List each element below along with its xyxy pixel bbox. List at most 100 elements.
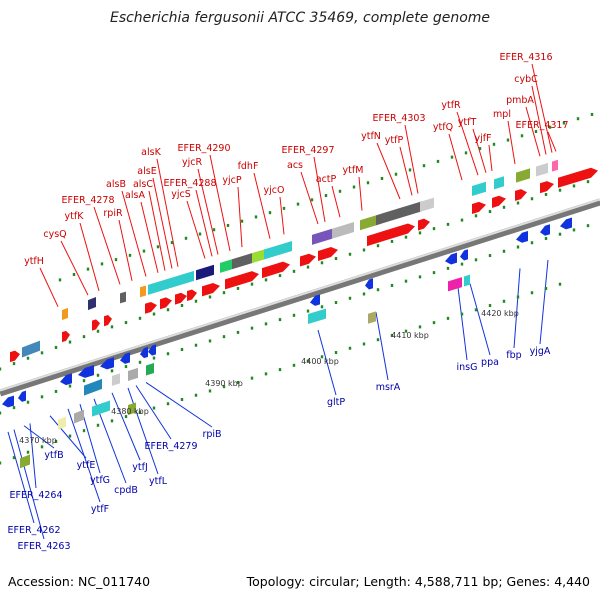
tick-mark — [544, 192, 548, 196]
label-connector — [156, 158, 179, 267]
label-connector — [197, 168, 219, 255]
forward-gene-arrow — [318, 247, 338, 262]
tick-mark — [520, 134, 524, 138]
gene-label: yjfF — [474, 133, 491, 144]
gene-feature-box — [58, 416, 66, 430]
tick-mark — [320, 261, 324, 265]
reverse-gene-arrow — [2, 395, 14, 408]
gene-feature-box — [420, 197, 434, 212]
label-connector — [539, 259, 549, 345]
tick-mark — [432, 271, 436, 275]
gene-label: ytfR — [441, 100, 461, 111]
gene-feature-box — [332, 222, 354, 239]
tick-mark — [418, 231, 422, 235]
tick-mark — [502, 299, 506, 303]
label-connector — [39, 267, 59, 307]
tick-mark — [310, 198, 314, 202]
tick-mark — [208, 389, 212, 393]
forward-gene-arrow — [104, 315, 112, 327]
scale-label: 4380 kbp — [111, 407, 149, 416]
label-connector — [148, 190, 166, 271]
tick-mark — [348, 346, 352, 350]
tick-mark — [166, 352, 170, 356]
gene-label: EFER_4297 — [282, 145, 335, 156]
gene-label: fdhF — [238, 161, 259, 172]
tick-mark — [320, 355, 324, 359]
label-connector — [300, 171, 319, 225]
tick-mark — [544, 236, 548, 240]
label-connector — [313, 156, 326, 222]
gene-label: ytfH — [24, 256, 44, 267]
label-connector — [331, 185, 341, 218]
tick-mark — [58, 278, 62, 282]
tick-mark — [464, 151, 468, 155]
forward-gene-arrow — [515, 189, 527, 201]
gene-label: EFER_4303 — [373, 113, 426, 124]
reverse-gene-arrow — [310, 294, 320, 306]
gene-label: alsB — [106, 179, 126, 190]
label-connector — [531, 63, 553, 153]
tick-mark — [390, 239, 394, 243]
tick-mark — [96, 329, 100, 333]
tick-mark — [198, 232, 202, 236]
tick-mark — [488, 210, 492, 214]
tick-mark — [418, 275, 422, 279]
label-connector — [513, 268, 521, 349]
reverse-gene-arrow — [148, 344, 156, 356]
label-connector — [67, 408, 101, 503]
gene-label: ytfK — [65, 211, 85, 222]
scale-label: 4370 kbp — [19, 436, 57, 445]
tick-mark — [292, 269, 296, 273]
genome-backbone-highlight — [0, 198, 600, 392]
tick-mark — [348, 296, 352, 300]
tick-mark — [376, 288, 380, 292]
gene-label: rpiB — [202, 429, 221, 440]
gene-label: insG — [457, 362, 478, 373]
forward-gene-arrow — [160, 297, 172, 310]
tick-mark — [82, 335, 86, 339]
gene-label: yjcO — [264, 185, 285, 196]
label-connector — [376, 142, 401, 200]
label-connector — [140, 201, 159, 273]
scale-label: 4420 kbp — [481, 309, 519, 318]
gene-feature-box — [264, 240, 292, 260]
gene-label: ytfG — [90, 475, 110, 486]
tick-mark — [348, 252, 352, 256]
tick-mark — [0, 367, 2, 371]
tick-mark — [40, 395, 44, 399]
gene-feature-box — [20, 454, 30, 469]
label-connector — [253, 172, 271, 239]
forward-gene-arrow — [225, 271, 259, 290]
tick-mark — [54, 439, 58, 443]
forward-gene-arrow — [175, 292, 187, 305]
forward-gene-arrow — [472, 201, 486, 215]
tick-mark — [404, 279, 408, 283]
tick-mark — [352, 185, 356, 189]
tick-mark — [68, 434, 72, 438]
tick-mark — [12, 456, 16, 460]
tick-mark — [366, 181, 370, 185]
tick-mark — [180, 347, 184, 351]
gene-label: alsE — [137, 166, 156, 177]
gene-feature-box — [128, 367, 138, 381]
tick-mark — [292, 363, 296, 367]
tick-mark — [492, 142, 496, 146]
tick-mark — [320, 305, 324, 309]
gene-label: yjcP — [222, 175, 241, 186]
tick-mark — [86, 267, 90, 271]
tick-mark — [40, 351, 44, 355]
label-connector — [237, 186, 243, 248]
tick-mark — [418, 325, 422, 329]
tick-mark — [380, 176, 384, 180]
gene-feature-box — [464, 274, 470, 287]
tick-mark — [250, 326, 254, 330]
gene-feature-box — [368, 311, 376, 324]
tick-mark — [548, 125, 552, 129]
gene-feature-box — [232, 253, 252, 270]
scale-label: 4400 kbp — [301, 357, 339, 366]
tick-mark — [432, 227, 436, 231]
tick-mark — [152, 356, 156, 360]
tick-mark — [254, 215, 258, 219]
forward-gene-arrow — [202, 283, 220, 297]
